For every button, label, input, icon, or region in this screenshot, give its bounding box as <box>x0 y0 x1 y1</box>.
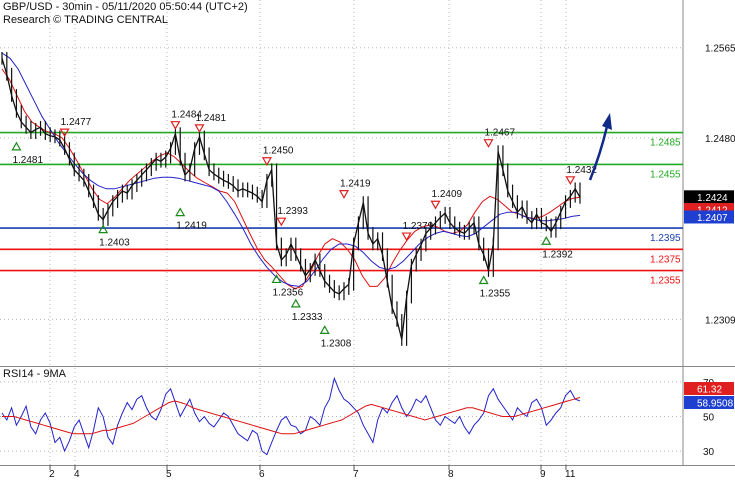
pivot-high-marker <box>401 232 412 242</box>
pivot-low-marker <box>271 274 282 284</box>
pivot-high-label: 1.2393 <box>277 206 308 217</box>
pivot-high-marker <box>338 190 350 199</box>
pivot-high-label: 1.2419 <box>340 179 371 190</box>
pivot-low-label: 1.2419 <box>176 221 207 232</box>
price-tick-label: 1.2565 <box>705 44 735 55</box>
rsi-ma-badge-bg <box>684 382 734 395</box>
series-close <box>1 58 581 340</box>
pivot-high-marker <box>261 157 272 166</box>
slow-ma-badge-bg <box>684 210 734 224</box>
pivot-low-label: 1.2403 <box>99 238 130 249</box>
pivot-high-marker <box>565 176 576 186</box>
x-tick-label: 9 <box>540 469 546 480</box>
pivot-high-label: 1.2409 <box>432 189 463 200</box>
pivot-low-label: 1.2356 <box>273 287 304 298</box>
x-tick-label: 8 <box>448 469 454 480</box>
rsi-title: RSI14 - 9MA <box>3 368 67 380</box>
level-label-support: 1.2355 <box>650 276 681 287</box>
x-tick-label: 2 <box>49 469 55 480</box>
series-layer <box>1 51 581 346</box>
pivot-low-marker <box>319 325 330 334</box>
rsi-tick-label: 50 <box>703 413 715 424</box>
x-tick-label: 5 <box>166 469 172 480</box>
pivot-low-marker <box>541 236 552 245</box>
pivot-high-label: 1.2467 <box>484 128 515 139</box>
rsi-tick-label: 30 <box>703 447 715 458</box>
annotations-layer: 1.24771.24811.24031.24841.24811.24191.24… <box>11 110 597 349</box>
pivot-low-marker <box>98 224 109 234</box>
pivot-low-marker <box>175 207 186 217</box>
pivot-high-label: 1.2450 <box>263 146 294 157</box>
levels-layer: 1.2485 1.2455 1.2395 1.2375 1.2355 <box>0 131 683 287</box>
pivot-high-marker <box>483 139 494 148</box>
pivot-low-marker <box>290 298 301 308</box>
chart-title: GBP/USD - 30min - 05/11/2020 05:50:44 (U… <box>3 1 248 13</box>
pivot-high-label: 1.2379 <box>403 221 434 232</box>
x-tick-label: 11 <box>565 469 576 480</box>
level-label-resistance: 1.2455 <box>650 169 681 180</box>
pivot-high-marker <box>276 217 287 227</box>
pivot-low-label: 1.2481 <box>12 155 43 166</box>
level-label-pivot: 1.2395 <box>650 233 681 244</box>
rsi-badge-bg <box>684 396 734 409</box>
series-slow_ma <box>1 52 581 287</box>
rsi-series-rsi_ma <box>2 396 581 435</box>
pivot-high-marker <box>170 121 181 130</box>
chart-subtitle: Research © TRADING CENTRAL <box>3 14 168 26</box>
price-tick-label: 1.2480 <box>705 134 735 145</box>
pivot-low-label: 1.2333 <box>292 312 323 323</box>
pivot-high-label: 1.2481 <box>195 113 226 124</box>
rsi-ma-badge: 61.32 <box>697 385 722 396</box>
pivot-high-marker <box>59 128 70 138</box>
axis-layer: 1.25651.24801.23092456789111.24241.24121… <box>49 44 735 480</box>
pivot-low-label: 1.2392 <box>542 249 573 260</box>
last-price-badge: 1.2424 <box>697 193 728 204</box>
x-tick-label: 7 <box>353 469 359 480</box>
rsi-series-rsi <box>1 376 581 456</box>
level-label-resistance: 1.2485 <box>650 138 681 149</box>
pivot-low-label: 1.2355 <box>480 289 511 300</box>
last-price-badge-bg <box>684 190 734 204</box>
forecast-arrow <box>588 113 612 181</box>
pivot-high-label: 1.2432 <box>566 165 597 176</box>
x-tick-label: 6 <box>259 469 265 480</box>
rsi-badge: 58.9508 <box>697 399 734 410</box>
rsi-layer <box>0 376 683 456</box>
pivot-low-marker <box>11 141 22 151</box>
pivot-high-label: 1.2484 <box>171 110 202 121</box>
price-tick-label: 1.2309 <box>705 315 735 326</box>
x-tick-label: 4 <box>74 469 80 480</box>
pivot-high-label: 1.2477 <box>61 117 92 128</box>
pivot-high-marker <box>194 124 205 134</box>
slow-ma-badge: 1.2407 <box>697 213 728 224</box>
pivot-low-label: 1.2308 <box>321 338 352 349</box>
level-label-support: 1.2375 <box>650 254 681 265</box>
pivot-high-marker <box>430 200 441 210</box>
pivot-low-marker <box>478 275 489 285</box>
